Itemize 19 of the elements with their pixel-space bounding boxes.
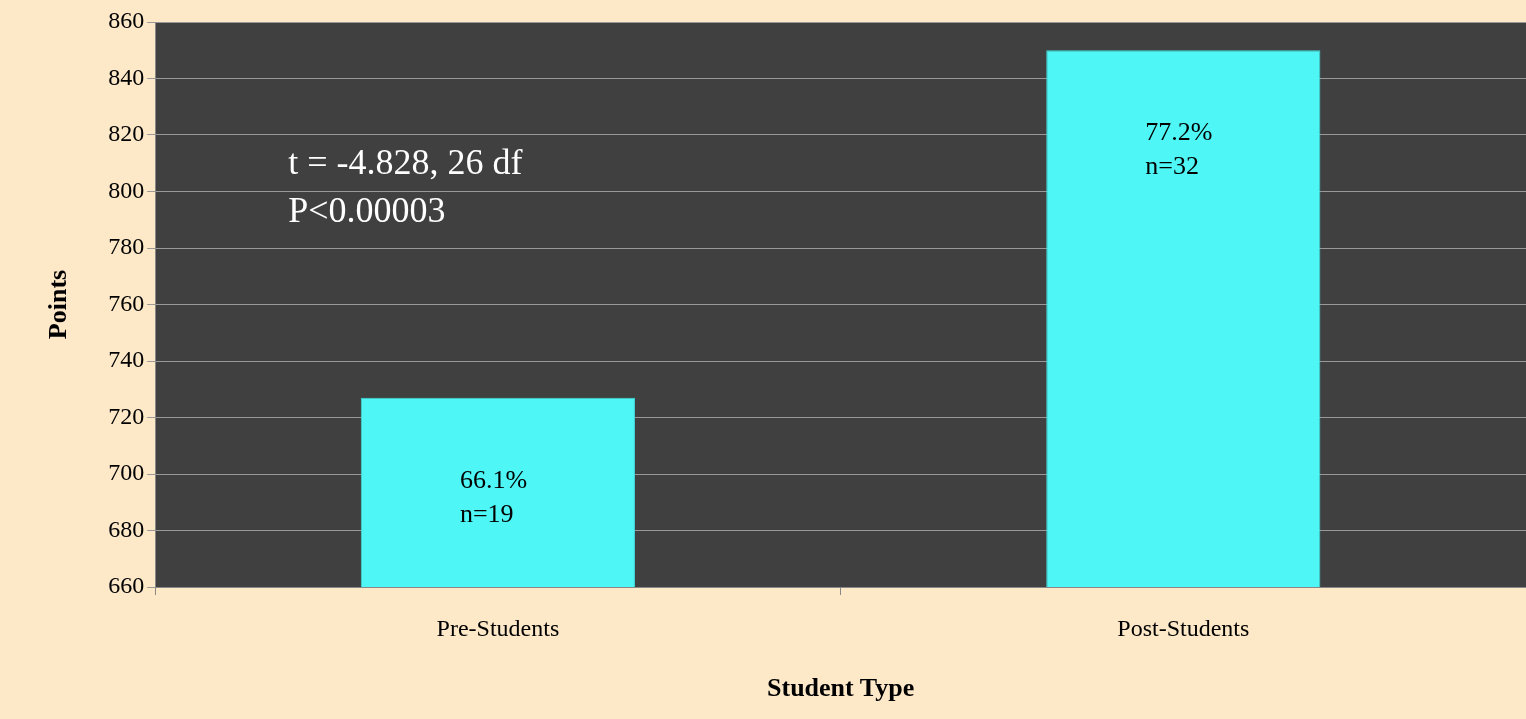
annotation: 66.1% n=19: [459, 464, 528, 528]
x-tick-label: Post-Students: [1117, 614, 1250, 641]
y-tick-label: 860: [108, 7, 145, 34]
y-tick-label: 760: [108, 289, 145, 316]
annotation: 77.2% n=32: [1145, 117, 1213, 181]
y-axis-title: Points: [43, 269, 73, 340]
y-tick-label: 680: [108, 515, 145, 542]
x-axis-title: Student Type: [767, 673, 915, 703]
annotation: t = -4.828, 26 df: [288, 142, 523, 183]
y-tick-label: 720: [108, 402, 145, 429]
y-tick-label: 840: [108, 63, 145, 90]
x-tick-label: Pre-Students: [436, 614, 560, 641]
annotation: P<0.00003: [288, 190, 446, 231]
y-tick-label: 800: [108, 176, 145, 203]
y-tick-label: 740: [108, 346, 145, 373]
y-tick-label: 660: [108, 572, 145, 599]
y-tick-label: 780: [108, 233, 145, 260]
y-tick-label: 820: [108, 120, 145, 147]
y-tick-label: 700: [108, 459, 145, 486]
